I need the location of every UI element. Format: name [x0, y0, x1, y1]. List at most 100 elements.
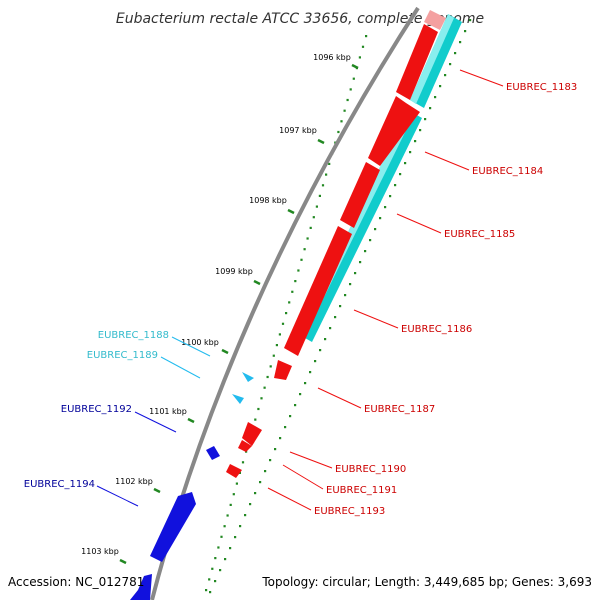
inner-tick-dot [279, 437, 282, 440]
gene-label: EUBREC_1185 [444, 229, 515, 240]
outer-tick-dot [288, 301, 291, 304]
outer-tick-dot [278, 333, 281, 336]
gene-callout-line [134, 411, 177, 433]
gene-label: EUBREC_1190 [335, 464, 406, 475]
outer-tick-dot [349, 88, 352, 91]
gene-label: EUBREC_1192 [61, 404, 132, 415]
trna-track [232, 372, 254, 404]
inner-tick-dot [334, 316, 337, 319]
gene-callout-line [424, 151, 470, 171]
map-title: Eubacterium rectale ATCC 33656, complete… [116, 11, 484, 27]
inner-tick-dot [424, 118, 427, 121]
inner-tick-dot [359, 261, 362, 264]
inner-tick-dot [339, 305, 342, 308]
outer-tick-dot [241, 461, 245, 464]
kbp-dash [317, 138, 325, 145]
kbp-label: 1097 kbp [279, 126, 317, 135]
inner-tick-dot [264, 470, 267, 473]
cyan-feature-1-highlight [410, 14, 454, 104]
inner-tick-dot [254, 492, 257, 495]
outer-tick-dot [226, 514, 229, 517]
inner-tick-dot [384, 206, 387, 209]
inner-tick-dot [304, 382, 307, 385]
outer-tick-dot [263, 386, 266, 389]
kbp-dash [351, 63, 359, 70]
kbp-label: 1098 kbp [249, 196, 287, 205]
gene-arrow-1193 [226, 464, 242, 478]
inner-tick-dot [329, 327, 332, 330]
outer-tick-dot [343, 109, 346, 112]
inner-tick-dot [249, 503, 252, 506]
outer-tick-dot [217, 546, 220, 549]
outer-tick-dot [346, 98, 349, 102]
outer-tick-dot [235, 482, 238, 485]
trna-arrow-1188 [242, 372, 254, 382]
kbp-dash [187, 417, 195, 424]
gene-label: EUBREC_1188 [98, 330, 169, 341]
kbp-labels: 1096 kbp 1097 kbp 1098 kbp 1099 kbp 1100 kbp… [81, 53, 359, 565]
inner-tick-dot [379, 217, 382, 220]
kbp-label: 1099 kbp [215, 267, 253, 276]
inner-tick-dot [429, 107, 432, 110]
gene-arrow-1190 [242, 422, 262, 446]
gene-arrow-1184 [368, 96, 420, 166]
gene-label: EUBREC_1191 [326, 485, 397, 496]
outer-tick-dot [309, 226, 312, 229]
gene-callout-line [289, 451, 333, 469]
gene-callout-line [282, 464, 324, 490]
inner-tick-dot [404, 162, 407, 165]
kbp-label: 1101 kbp [149, 407, 187, 416]
outer-tick-dot [254, 418, 257, 421]
summary-text: Topology: circular; Length: 3,449,685 bp… [261, 575, 592, 589]
inner-tick-dot [224, 558, 227, 561]
outer-tick-dot [325, 173, 328, 176]
forward-cds-track [226, 10, 446, 478]
inner-tick-dot [319, 349, 322, 352]
gene-callout-line [160, 356, 201, 379]
gene-labels: EUBREC_1183 EUBREC_1184 EUBREC_1185 EUBREC_… [24, 69, 577, 517]
inner-tick-dot [214, 580, 217, 583]
outer-tick-dot [312, 216, 315, 219]
inner-tick-dot [469, 19, 472, 22]
outer-tick-dot [257, 407, 260, 411]
inner-tick-dot [294, 404, 297, 407]
outer-tick-dot [272, 354, 275, 357]
inner-tick-dot [439, 85, 442, 88]
inner-tick-dot [399, 173, 402, 176]
gene-arrow-1183 [396, 24, 438, 100]
inner-tick-dot [314, 360, 317, 363]
gene-arrow-1187 [274, 360, 292, 380]
outer-tick-dot [358, 56, 361, 59]
gene-arrow-1196 [130, 574, 152, 600]
outer-tick-dot [306, 237, 309, 240]
outer-tick-dot [361, 45, 365, 48]
inner-tick-dot [244, 514, 247, 517]
inner-tick-dot [269, 459, 272, 462]
outer-tick-dot [214, 557, 217, 560]
inner-tick-dot [454, 52, 457, 55]
outer-tick-dot [315, 205, 318, 208]
gene-label: EUBREC_1183 [506, 82, 577, 93]
inner-tick-dot [309, 371, 312, 374]
accession-text: Accession: NC_012781 [8, 575, 144, 589]
outer-tick-dot [340, 120, 343, 123]
kbp-label: 1102 kbp [115, 477, 153, 486]
kbp-label: 1103 kbp [81, 547, 119, 556]
outer-tick-dot [297, 269, 300, 272]
outer-tick-dot [220, 535, 223, 538]
inner-tick-dot [449, 63, 452, 66]
gene-callout-line [317, 387, 362, 409]
gene-label: EUBREC_1187 [364, 404, 435, 415]
inner-tick-dot [434, 96, 437, 99]
inner-tick-dot [459, 41, 462, 44]
inner-tick-dot [414, 140, 417, 143]
inner-tick-dot [419, 129, 422, 132]
kbp-dash [221, 348, 229, 355]
gene-callout-line [396, 213, 442, 234]
outer-tick-dot [291, 290, 294, 293]
outer-tick-dot [285, 312, 288, 315]
gene-callout-line [267, 487, 312, 511]
gene-arrow-1194 [150, 492, 196, 562]
kbp-dash [287, 208, 295, 215]
gene-label: EUBREC_1184 [472, 166, 543, 177]
